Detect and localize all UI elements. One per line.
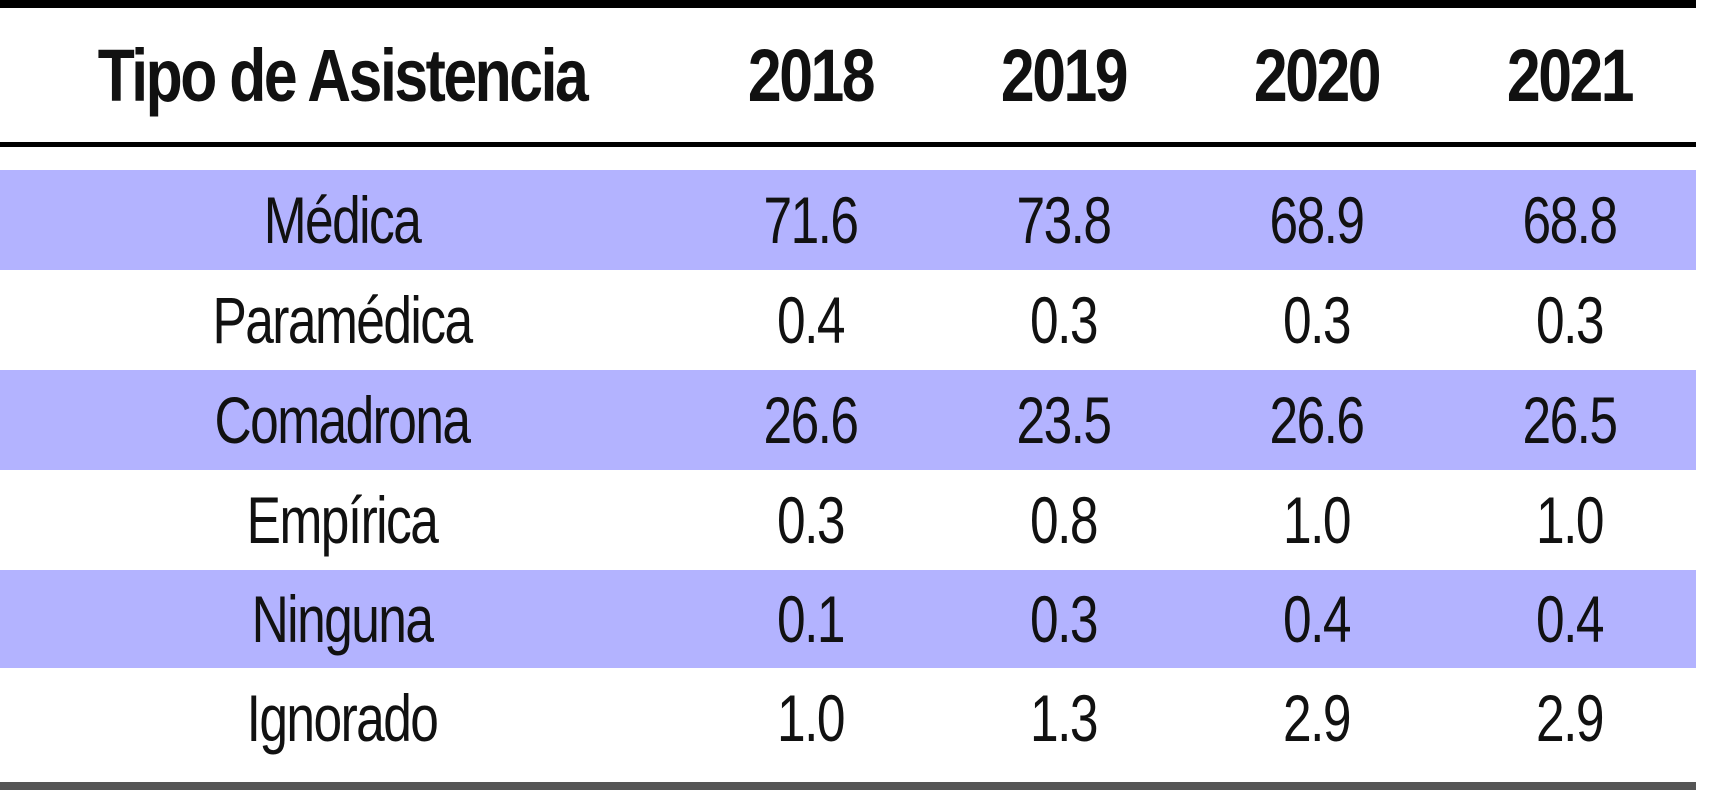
header-cell-type: Tipo de Asistencia — [97, 33, 589, 117]
header-cell-2020: 2020 — [1253, 33, 1382, 117]
table-cell: 0.3 — [1283, 283, 1351, 357]
table-cell: 0.3 — [1536, 283, 1604, 357]
row-label: Ignorado — [246, 681, 439, 755]
header-cell-2021: 2021 — [1506, 33, 1635, 117]
table-cell: 26.5 — [1522, 383, 1619, 457]
header-rule — [0, 142, 1696, 147]
table-cell: 0.1 — [777, 582, 845, 656]
table-cell: 1.3 — [1030, 681, 1098, 755]
table-row: Ninguna 0.1 0.3 0.4 0.4 — [0, 570, 1696, 668]
table-cell: 0.4 — [1536, 582, 1604, 656]
table-cell: 68.8 — [1522, 183, 1619, 257]
header-cell-2019: 2019 — [1000, 33, 1129, 117]
table-cell: 26.6 — [763, 383, 860, 457]
table-row: Ignorado 1.0 1.3 2.9 2.9 — [0, 668, 1696, 768]
table-body: Médica 71.6 73.8 68.9 68.8 Paramédica 0.… — [0, 170, 1696, 768]
table-cell: 2.9 — [1536, 681, 1604, 755]
table-cell: 71.6 — [763, 183, 860, 257]
top-rule — [0, 0, 1696, 8]
table-cell: 73.8 — [1016, 183, 1113, 257]
row-label: Médica — [263, 183, 422, 257]
table-cell: 2.9 — [1283, 681, 1351, 755]
table-row: Paramédica 0.4 0.3 0.3 0.3 — [0, 270, 1696, 370]
table-row: Médica 71.6 73.8 68.9 68.8 — [0, 170, 1696, 270]
row-label: Empírica — [246, 483, 439, 557]
table-row: Comadrona 26.6 23.5 26.6 26.5 — [0, 370, 1696, 470]
table-cell: 0.3 — [1030, 283, 1098, 357]
header-cell-2018: 2018 — [747, 33, 876, 117]
table-cell: 1.0 — [1536, 483, 1604, 557]
table-cell: 1.0 — [1283, 483, 1351, 557]
table-cell: 0.4 — [777, 283, 845, 357]
row-label: Paramédica — [212, 283, 473, 357]
row-label: Comadrona — [214, 383, 472, 457]
header-row: Tipo de Asistencia 2018 2019 2020 2021 — [0, 8, 1696, 142]
row-label: Ninguna — [251, 582, 434, 656]
table-cell: 23.5 — [1016, 383, 1113, 457]
table-row: Empírica 0.3 0.8 1.0 1.0 — [0, 470, 1696, 570]
table-cell: 0.8 — [1030, 483, 1098, 557]
table-cell: 68.9 — [1269, 183, 1366, 257]
table-cell: 1.0 — [777, 681, 845, 755]
table-cell: 0.3 — [777, 483, 845, 557]
table-cell: 0.3 — [1030, 582, 1098, 656]
bottom-rule — [0, 782, 1696, 790]
table-cell: 0.4 — [1283, 582, 1351, 656]
table-cell: 26.6 — [1269, 383, 1366, 457]
